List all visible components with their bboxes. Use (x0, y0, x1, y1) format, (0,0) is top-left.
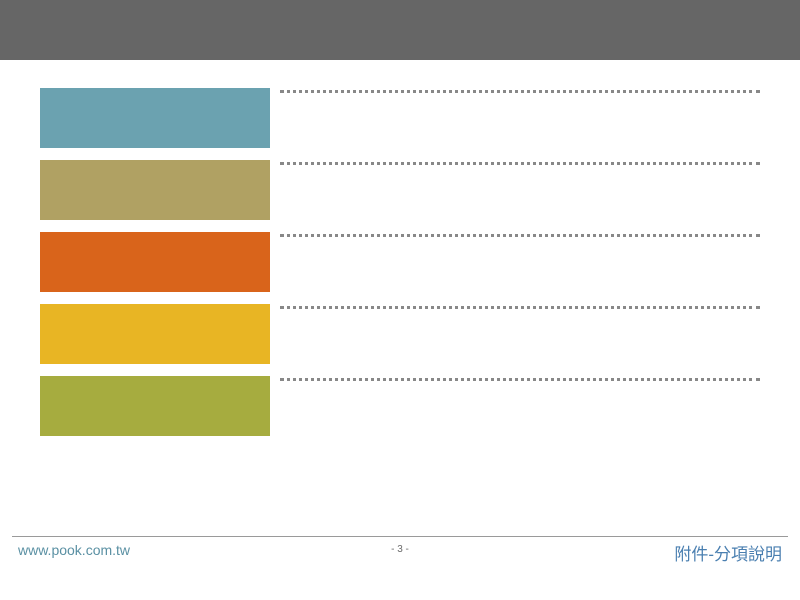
footer-rule (12, 536, 788, 537)
list-row (40, 88, 760, 148)
list-row (40, 232, 760, 292)
list-row (40, 160, 760, 220)
content-area (40, 88, 760, 448)
dotted-line (280, 378, 760, 381)
list-row (40, 304, 760, 364)
color-block-1 (40, 88, 270, 148)
footer: www.pook.com.tw - 3 - 附件-分項說明 (0, 536, 800, 566)
dotted-line (280, 90, 760, 93)
dotted-line (280, 306, 760, 309)
dotted-line (280, 162, 760, 165)
color-block-2 (40, 160, 270, 220)
header-band (0, 0, 800, 60)
color-block-3 (40, 232, 270, 292)
footer-title: 附件-分項說明 (674, 540, 782, 565)
color-block-4 (40, 304, 270, 364)
dotted-line (280, 234, 760, 237)
color-block-5 (40, 376, 270, 436)
list-row (40, 376, 760, 436)
